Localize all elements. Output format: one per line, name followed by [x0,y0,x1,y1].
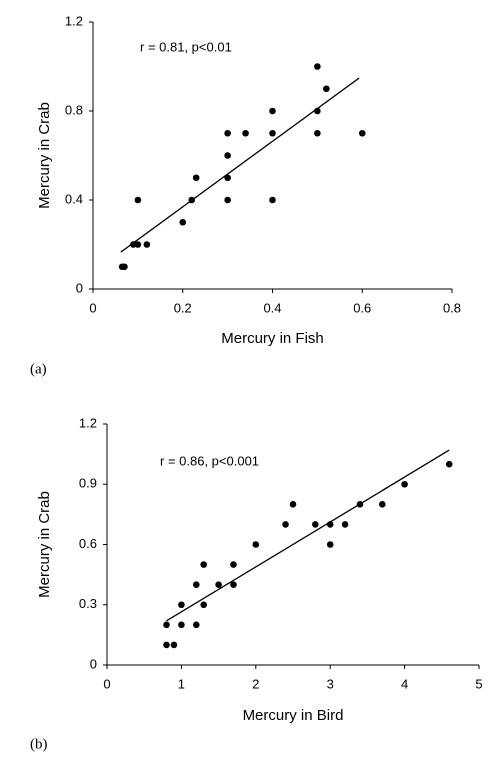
panel-label: (b) [30,736,48,752]
y-tick-label: 1.2 [65,13,83,28]
x-tick-label: 5 [475,676,482,691]
y-axis-title: Mercury in Crab [36,491,53,598]
data-point [323,85,330,93]
y-tick-label: 0 [76,280,83,295]
annotation: r = 0.86, p<0.001 [160,453,259,468]
trend-line [166,449,450,622]
data-point [121,263,128,271]
y-tick-label: 0.6 [79,536,97,551]
y-axis-title: Mercury in Crab [36,102,53,209]
data-point [178,621,185,629]
x-tick-label: 0 [103,676,110,691]
x-tick-label: 0.2 [174,300,192,315]
data-point [358,129,366,137]
data-point [192,621,200,629]
x-tick-label: 0.8 [443,300,461,315]
data-point [445,460,453,468]
y-tick-label: 0.8 [65,102,83,117]
y-tick-label: 0.9 [79,476,97,491]
data-point [289,501,297,508]
data-point [200,561,208,568]
data-point [282,521,289,528]
data-point [401,480,408,488]
data-point [192,174,200,182]
x-axis-title: Mercury in Fish [221,330,324,347]
data-point [170,641,178,649]
data-point [314,63,321,70]
data-point [215,581,222,588]
data-point [163,621,170,629]
y-tick-label: 0.4 [65,191,83,206]
data-point [192,581,200,588]
data-point [178,601,185,609]
data-point [326,541,334,548]
y-tick-label: 0.3 [79,596,97,611]
panel-label: (a) [30,361,47,377]
data-point [230,581,237,588]
data-point [269,196,276,204]
data-point [378,501,386,508]
data-point [341,521,349,528]
data-point [163,641,170,649]
trend-line [120,77,360,253]
x-tick-label: 0.4 [263,300,281,315]
annotation: r = 0.81, p<0.01 [140,39,232,54]
data-point [252,541,260,548]
x-axis-title: Mercury in Bird [243,707,344,724]
data-point [134,196,142,204]
data-point [224,152,231,159]
data-point [312,521,319,528]
data-point [224,196,231,204]
data-point [200,601,208,609]
data-point [134,241,142,248]
x-tick-label: 0 [89,300,96,315]
y-tick-label: 0 [90,656,97,671]
data-point [269,107,276,115]
data-point [224,174,231,182]
x-tick-label: 2 [252,676,259,691]
data-point [242,129,249,137]
x-tick-label: 0.6 [353,300,371,315]
data-point [143,241,151,248]
data-point [269,129,276,137]
data-point [179,218,187,226]
x-tick-label: 3 [327,676,334,691]
x-tick-label: 1 [178,676,185,691]
data-point [224,129,231,137]
y-tick-label: 1.2 [79,415,97,430]
data-point [314,129,321,137]
x-tick-label: 4 [401,676,408,691]
data-point [230,561,237,568]
